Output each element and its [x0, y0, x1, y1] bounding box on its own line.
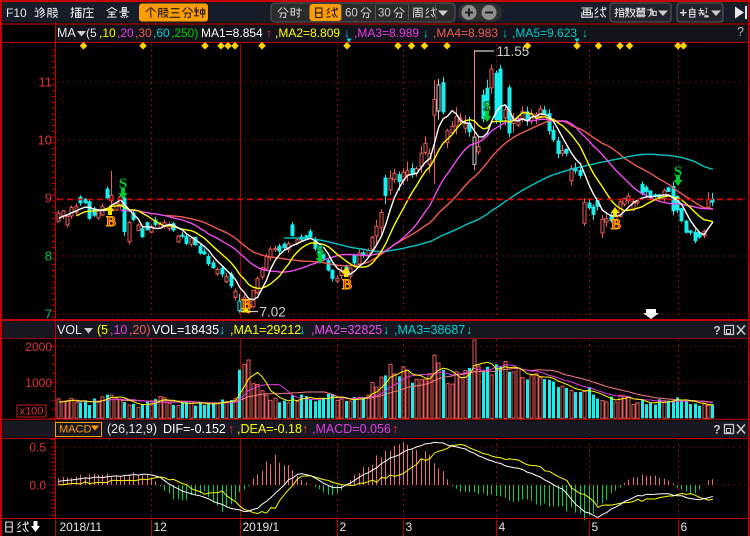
- svg-text:↓: ↓: [582, 26, 588, 40]
- svg-text:↓: ↓: [383, 323, 389, 337]
- svg-text:,10: ,10: [99, 26, 116, 40]
- svg-text:,20): ,20): [129, 323, 151, 337]
- svg-text:10: 10: [38, 133, 52, 148]
- svg-text:MA1=8.854: MA1=8.854: [201, 26, 263, 40]
- svg-text:,20: ,20: [117, 26, 134, 40]
- svg-text:2: 2: [340, 520, 347, 534]
- svg-text:x100: x100: [20, 406, 44, 418]
- svg-text:↓: ↓: [502, 26, 508, 40]
- svg-text:B: B: [241, 297, 251, 313]
- svg-text:VOL=18435: VOL=18435: [152, 323, 219, 337]
- svg-text:,250): ,250): [171, 26, 198, 40]
- svg-text:0.0: 0.0: [29, 479, 46, 493]
- svg-text:↓: ↓: [344, 26, 350, 40]
- svg-text:,MA1=29212: ,MA1=29212: [230, 323, 301, 337]
- svg-text:60: 60: [345, 8, 358, 20]
- svg-text:,MA5=9.623: ,MA5=9.623: [512, 26, 577, 40]
- svg-text:DIF=-0.152: DIF=-0.152: [163, 422, 226, 436]
- svg-text:3: 3: [406, 520, 413, 534]
- svg-text:(5: (5: [86, 26, 97, 40]
- svg-text:↑: ↑: [266, 26, 272, 40]
- svg-text:2000: 2000: [25, 340, 52, 354]
- svg-text:B: B: [106, 214, 116, 230]
- svg-text:5: 5: [592, 520, 599, 534]
- svg-text:30: 30: [378, 8, 391, 20]
- svg-text:↓: ↓: [299, 323, 305, 337]
- svg-text:F10: F10: [6, 6, 27, 20]
- svg-text:S: S: [674, 164, 682, 180]
- svg-text:,MA3=8.989: ,MA3=8.989: [354, 26, 419, 40]
- svg-text:?: ?: [713, 423, 720, 437]
- svg-text:9: 9: [45, 191, 52, 206]
- svg-text:(26,12,9): (26,12,9): [107, 422, 157, 436]
- svg-text:,60: ,60: [153, 26, 170, 40]
- svg-text:S: S: [316, 243, 324, 259]
- svg-text:?: ?: [737, 25, 744, 39]
- svg-text:↓: ↓: [219, 323, 225, 337]
- svg-text:S: S: [119, 176, 127, 192]
- svg-text:,MA2=8.809: ,MA2=8.809: [275, 26, 340, 40]
- svg-text:?: ?: [713, 324, 720, 338]
- svg-text:0.5: 0.5: [29, 441, 46, 455]
- svg-text:MA: MA: [57, 26, 76, 40]
- svg-text:S: S: [483, 99, 491, 115]
- svg-text:(5: (5: [97, 323, 108, 337]
- svg-text:4: 4: [499, 520, 506, 534]
- svg-text:↑: ↑: [302, 422, 308, 436]
- svg-text:2018/11: 2018/11: [60, 520, 103, 534]
- svg-text:B: B: [342, 277, 352, 293]
- svg-text:,10: ,10: [110, 323, 127, 337]
- svg-text:,30: ,30: [135, 26, 152, 40]
- svg-text:B: B: [611, 217, 621, 233]
- svg-text:+: +: [680, 5, 688, 20]
- svg-text:6: 6: [681, 520, 688, 534]
- svg-text:1000: 1000: [25, 376, 52, 390]
- svg-text:11: 11: [39, 75, 53, 90]
- svg-text:,MA2=32825: ,MA2=32825: [311, 323, 382, 337]
- svg-text:,DEA=-0.18: ,DEA=-0.18: [237, 422, 302, 436]
- svg-text:2019/1: 2019/1: [243, 520, 280, 534]
- svg-text:MACD: MACD: [59, 424, 91, 436]
- svg-text:8: 8: [45, 249, 52, 264]
- svg-text:↑: ↑: [392, 422, 398, 436]
- svg-text:↑: ↑: [228, 422, 234, 436]
- svg-text:7: 7: [45, 307, 52, 322]
- svg-text:12: 12: [154, 520, 168, 534]
- svg-text:↓: ↓: [466, 323, 472, 337]
- svg-text:7.02: 7.02: [260, 305, 286, 320]
- svg-text:,MACD=0.056: ,MACD=0.056: [312, 422, 391, 436]
- svg-text:↓: ↓: [423, 26, 429, 40]
- svg-text:,MA4=8.983: ,MA4=8.983: [433, 26, 498, 40]
- svg-text:,MA3=38687: ,MA3=38687: [394, 323, 465, 337]
- svg-text:11.55: 11.55: [497, 44, 530, 59]
- svg-text:VOL: VOL: [57, 323, 82, 337]
